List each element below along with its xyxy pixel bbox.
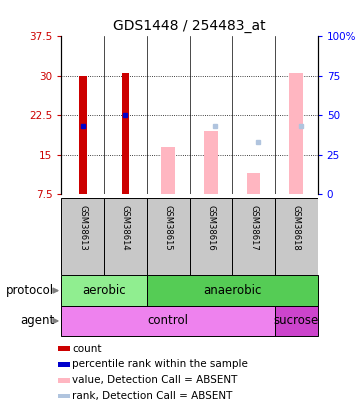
Bar [61, 275, 147, 306]
Bar [61, 306, 275, 336]
Text: control: control [148, 314, 189, 328]
Bar [58, 346, 70, 351]
Text: GSM38615: GSM38615 [164, 205, 173, 250]
Text: rank, Detection Call = ABSENT: rank, Detection Call = ABSENT [72, 391, 232, 401]
Text: anaerobic: anaerobic [203, 284, 261, 297]
Text: GSM38618: GSM38618 [292, 205, 301, 250]
Bar [122, 73, 129, 194]
Text: GSM38617: GSM38617 [249, 205, 258, 250]
Bar [204, 131, 218, 194]
Bar [58, 378, 70, 383]
Bar [232, 198, 275, 275]
Bar [275, 198, 318, 275]
Bar [104, 198, 147, 275]
Text: GSM38614: GSM38614 [121, 205, 130, 250]
Text: value, Detection Call = ABSENT: value, Detection Call = ABSENT [72, 375, 238, 385]
Text: sucrose: sucrose [274, 314, 319, 328]
Text: agent: agent [20, 314, 54, 328]
Bar [275, 306, 318, 336]
Text: aerobic: aerobic [82, 284, 126, 297]
Bar [247, 173, 260, 194]
Bar [58, 394, 70, 399]
Text: GSM38613: GSM38613 [78, 205, 87, 250]
Bar [147, 275, 318, 306]
Text: count: count [72, 343, 102, 354]
Bar [79, 76, 87, 194]
Bar [161, 147, 175, 194]
Bar [58, 362, 70, 367]
Bar [61, 198, 104, 275]
Bar [190, 198, 232, 275]
Text: GSM38616: GSM38616 [206, 205, 216, 250]
Bar [290, 73, 303, 194]
Bar [147, 198, 190, 275]
Text: percentile rank within the sample: percentile rank within the sample [72, 359, 248, 369]
Text: protocol: protocol [6, 284, 54, 297]
Title: GDS1448 / 254483_at: GDS1448 / 254483_at [113, 19, 266, 33]
